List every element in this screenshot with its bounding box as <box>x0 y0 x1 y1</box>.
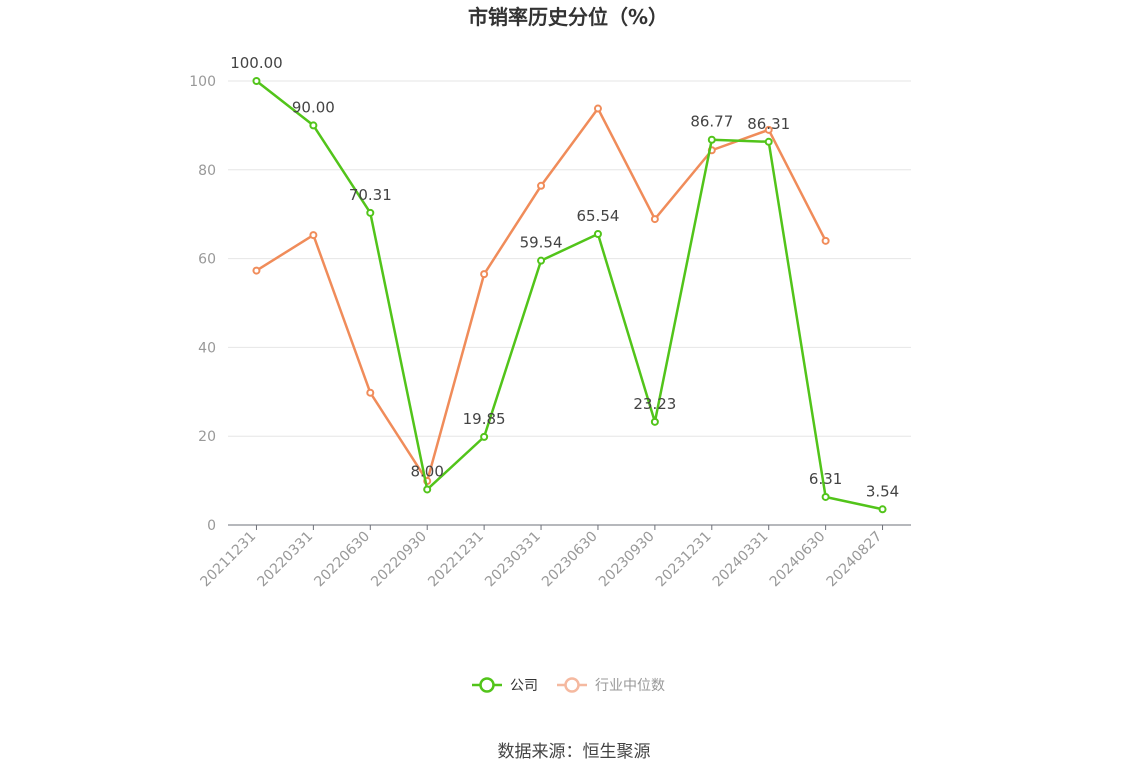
y-tick-label: 60 <box>198 252 216 268</box>
data-label: 3.54 <box>866 482 899 500</box>
data-point[interactable] <box>423 485 432 494</box>
x-tick-label: 20220930 <box>368 529 430 591</box>
y-axis: 0 20 40 60 80 100 <box>189 74 216 534</box>
data-point[interactable] <box>821 492 830 501</box>
y-tick-label: 0 <box>207 518 216 534</box>
legend-marker <box>564 677 580 693</box>
data-point[interactable] <box>707 135 716 144</box>
data-label: 19.85 <box>463 410 506 428</box>
data-point[interactable] <box>480 270 489 279</box>
data-point[interactable] <box>764 125 773 134</box>
y-tick-label: 100 <box>189 74 216 90</box>
data-label: 86.77 <box>690 113 733 131</box>
y-tick-label: 80 <box>198 163 216 179</box>
data-point[interactable] <box>537 181 546 190</box>
chart-title: 市销率历史分位（%） <box>468 5 668 29</box>
y-tick-label: 40 <box>198 340 216 356</box>
data-point[interactable] <box>366 208 375 217</box>
data-label: 70.31 <box>349 186 392 204</box>
data-point[interactable] <box>764 137 773 146</box>
series-line <box>255 107 827 483</box>
data-point[interactable] <box>252 266 261 275</box>
legend-label: 公司 <box>510 678 538 694</box>
x-tick-label: 20240331 <box>710 529 772 591</box>
x-tick-label: 20230930 <box>596 529 658 591</box>
x-tick-label: 20221231 <box>425 529 487 591</box>
x-tick-label: 20230630 <box>539 529 601 591</box>
data-label: 65.54 <box>576 207 619 225</box>
data-point[interactable] <box>593 230 602 239</box>
x-tick-label: 20220331 <box>254 529 316 591</box>
legend-label: 行业中位数 <box>595 678 665 694</box>
series-industry-median <box>252 104 830 486</box>
data-label: 8.00 <box>411 462 444 480</box>
data-point[interactable] <box>309 231 318 240</box>
legend-item-industry-median[interactable]: 行业中位数 <box>557 677 665 694</box>
data-point[interactable] <box>366 388 375 397</box>
x-tick-label: 20220630 <box>311 529 373 591</box>
source-note: 数据来源：恒生聚源 <box>498 742 651 762</box>
legend[interactable]: 公司 行业中位数 <box>472 677 665 694</box>
data-point[interactable] <box>821 236 830 245</box>
series-layer <box>252 77 887 514</box>
data-label: 6.31 <box>809 470 842 488</box>
series-line <box>255 80 883 511</box>
data-point[interactable] <box>650 417 659 426</box>
series-company <box>252 77 887 514</box>
data-point[interactable] <box>878 505 887 514</box>
data-point[interactable] <box>480 432 489 441</box>
data-label: 100.00 <box>230 54 283 72</box>
x-tick-label: 20231231 <box>653 529 715 591</box>
data-point[interactable] <box>537 256 546 265</box>
data-label: 23.23 <box>633 395 676 413</box>
x-tick-label: 20230331 <box>482 529 544 591</box>
data-point[interactable] <box>252 77 261 85</box>
y-tick-label: 20 <box>198 429 216 445</box>
x-axis: 2021123120220331202206302022093020221231… <box>198 524 911 591</box>
data-labels: 100.00 90.00 70.31 8.00 19.85 59.54 65.54 23.23… <box>230 54 899 500</box>
data-point[interactable] <box>593 104 602 113</box>
x-tick-label: 20240630 <box>767 529 829 591</box>
x-tick-label: 20211231 <box>198 529 260 591</box>
data-point[interactable] <box>309 121 318 130</box>
data-label: 86.31 <box>747 115 790 133</box>
data-point[interactable] <box>650 215 659 224</box>
data-label: 59.54 <box>520 234 563 252</box>
legend-item-company[interactable]: 公司 <box>472 677 538 694</box>
x-tick-label: 20240827 <box>824 529 886 591</box>
data-label: 90.00 <box>292 98 335 116</box>
legend-marker <box>479 677 495 693</box>
